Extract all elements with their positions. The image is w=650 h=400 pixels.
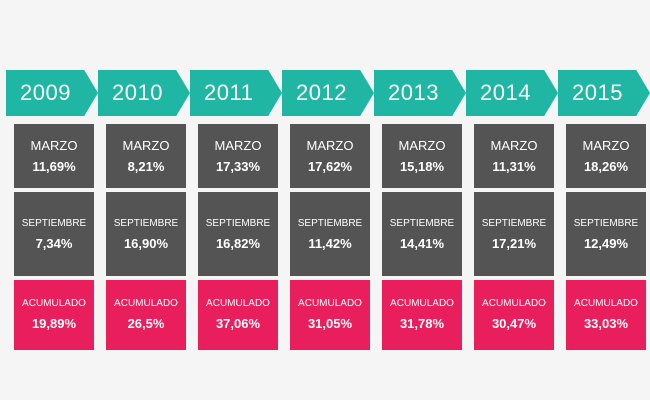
marzo-value: 11,69% xyxy=(32,159,76,174)
marzo-box: MARZO 17,62% xyxy=(290,124,370,188)
septiembre-value: 7,34% xyxy=(35,236,73,251)
septiembre-box: SEPTIEMBRE 12,49% xyxy=(566,192,646,276)
year-arrow: 2014 xyxy=(466,70,558,116)
septiembre-box: SEPTIEMBRE 16,82% xyxy=(198,192,278,276)
septiembre-label: SEPTIEMBRE xyxy=(481,218,547,229)
year-arrow: 2009 xyxy=(6,70,98,116)
acumulado-label: ACUMULADO xyxy=(390,298,454,309)
septiembre-label: SEPTIEMBRE xyxy=(21,218,87,229)
marzo-box: MARZO 18,26% xyxy=(566,124,646,188)
septiembre-box: SEPTIEMBRE 7,34% xyxy=(14,192,94,276)
acumulado-label: ACUMULADO xyxy=(22,298,86,309)
acumulado-box: ACUMULADO 26,5% xyxy=(106,280,186,350)
marzo-value: 18,26% xyxy=(583,159,629,174)
septiembre-label: SEPTIEMBRE xyxy=(297,218,363,229)
marzo-value: 17,62% xyxy=(307,159,353,174)
marzo-label: MARZO xyxy=(306,138,354,153)
acumulado-value: 33,03% xyxy=(583,316,629,331)
marzo-box: MARZO 11,69% xyxy=(14,124,94,188)
acumulado-box: ACUMULADO 30,47% xyxy=(474,280,554,350)
acumulado-box: ACUMULADO 37,06% xyxy=(198,280,278,350)
marzo-box: MARZO 15,18% xyxy=(382,124,462,188)
acumulado-value: 37,06% xyxy=(215,316,261,331)
septiembre-label: SEPTIEMBRE xyxy=(113,218,179,229)
acumulado-label: ACUMULADO xyxy=(206,298,270,309)
marzo-box: MARZO 11,31% xyxy=(474,124,554,188)
acumulado-label: ACUMULADO xyxy=(482,298,546,309)
septiembre-box: SEPTIEMBRE 11,42% xyxy=(290,192,370,276)
year-arrow: 2013 xyxy=(374,70,466,116)
acumulado-value: 30,47% xyxy=(491,316,537,331)
marzo-label: MARZO xyxy=(398,138,446,153)
year-arrow: 2011 xyxy=(190,70,282,116)
acumulado-box: ACUMULADO 33,03% xyxy=(566,280,646,350)
marzo-label: MARZO xyxy=(122,138,170,153)
septiembre-box: SEPTIEMBRE 16,90% xyxy=(106,192,186,276)
septiembre-value: 14,41% xyxy=(399,236,445,251)
acumulado-label: ACUMULADO xyxy=(298,298,362,309)
acumulado-label: ACUMULADO xyxy=(114,298,178,309)
marzo-label: MARZO xyxy=(490,138,538,153)
acumulado-label: ACUMULADO xyxy=(574,298,638,309)
marzo-label: MARZO xyxy=(214,138,262,153)
marzo-label: MARZO xyxy=(582,138,630,153)
acumulado-value: 19,89% xyxy=(31,316,77,331)
acumulado-box: ACUMULADO 31,05% xyxy=(290,280,370,350)
septiembre-value: 17,21% xyxy=(491,236,537,251)
acumulado-box: ACUMULADO 19,89% xyxy=(14,280,94,350)
acumulado-value: 31,05% xyxy=(307,316,353,331)
septiembre-value: 16,90% xyxy=(123,236,169,251)
year-arrow: 2012 xyxy=(282,70,374,116)
septiembre-label: SEPTIEMBRE xyxy=(573,218,639,229)
marzo-label: MARZO xyxy=(30,138,78,153)
year-arrow: 2010 xyxy=(98,70,190,116)
septiembre-value: 11,42% xyxy=(308,236,352,251)
septiembre-box: SEPTIEMBRE 17,21% xyxy=(474,192,554,276)
septiembre-value: 12,49% xyxy=(583,236,629,251)
acumulado-box: ACUMULADO 31,78% xyxy=(382,280,462,350)
acumulado-value: 26,5% xyxy=(127,316,165,331)
marzo-box: MARZO 17,33% xyxy=(198,124,278,188)
septiembre-label: SEPTIEMBRE xyxy=(205,218,271,229)
year-arrow: 2015 xyxy=(558,70,650,116)
marzo-value: 15,18% xyxy=(399,159,445,174)
marzo-box: MARZO 8,21% xyxy=(106,124,186,188)
marzo-value: 11,31% xyxy=(492,159,536,174)
septiembre-label: SEPTIEMBRE xyxy=(389,218,455,229)
septiembre-box: SEPTIEMBRE 14,41% xyxy=(382,192,462,276)
septiembre-value: 16,82% xyxy=(215,236,261,251)
marzo-value: 17,33% xyxy=(215,159,261,174)
acumulado-value: 31,78% xyxy=(399,316,445,331)
marzo-value: 8,21% xyxy=(127,159,165,174)
